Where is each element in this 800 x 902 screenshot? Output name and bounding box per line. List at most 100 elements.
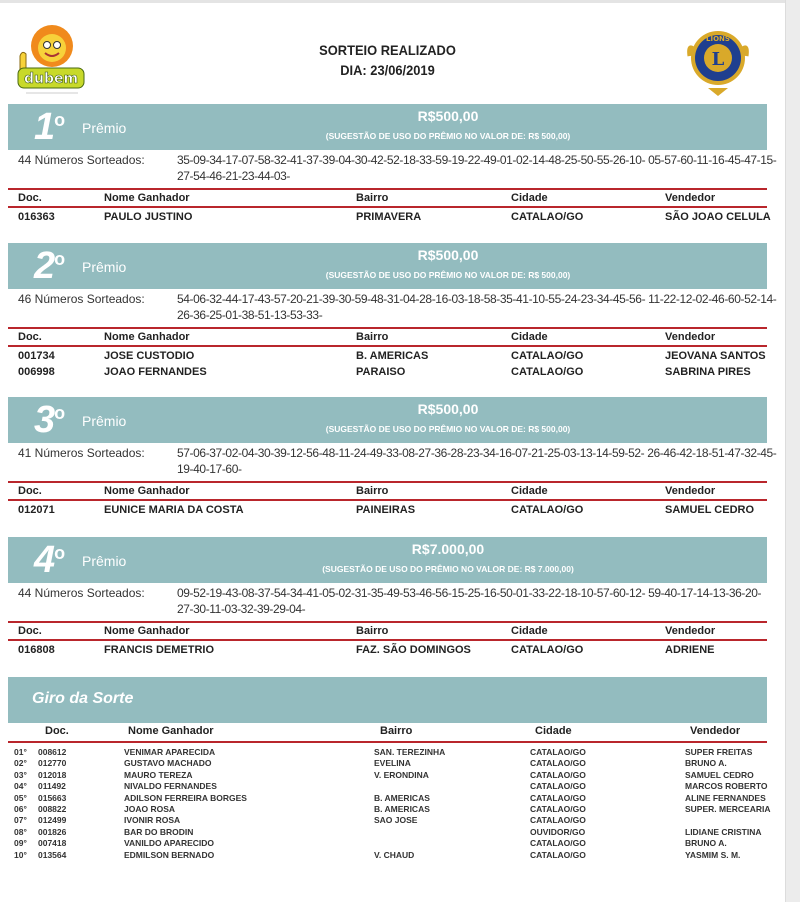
cidade: CATALAO/GO <box>511 366 584 378</box>
rank: 05° <box>14 792 27 803</box>
prize-label: Prêmio <box>82 120 127 136</box>
column-header-cidade: Cidade <box>511 485 548 497</box>
doc: 011492 <box>38 781 66 792</box>
column-header-winner-name: Nome Ganhador <box>104 192 190 204</box>
prize-number: 4 <box>34 539 55 581</box>
vendedor: LIDIANE CRISTINA <box>685 826 762 837</box>
prize-label: Prêmio <box>82 259 127 275</box>
giro-column-header-vendedor: Vendedor <box>690 725 741 737</box>
rank: 01° <box>14 747 27 757</box>
column-header-vendedor: Vendedor <box>665 192 716 204</box>
numbers-drawn-label: 41 Números Sorteados: <box>18 446 145 460</box>
prize-3-banner: 3o Prêmio R$500,00 (SUGESTÃO DE USO DO P… <box>8 397 767 443</box>
rule <box>8 206 767 208</box>
numbers-drawn-label: 44 Números Sorteados: <box>18 586 145 600</box>
numbers-drawn: 35-09-34-17-07-58-32-41-37-39-04-30-42-5… <box>177 153 777 183</box>
cidade: CATALAO/GO <box>511 350 584 362</box>
bairro: B. AMERICAS <box>374 804 430 814</box>
vendedor: BRUNO A. <box>685 838 727 849</box>
rank: 04° <box>14 781 27 792</box>
column-header-doc: Doc. <box>18 192 42 204</box>
column-header-doc: Doc. <box>18 485 42 497</box>
prize-ordinal: 2o <box>34 245 65 288</box>
prize-ordinal: 1o <box>34 106 65 149</box>
column-header-bairro: Bairro <box>356 192 389 204</box>
numbers-drawn: 57-06-37-02-04-30-39-12-56-48-11-24-49-3… <box>177 446 777 476</box>
numbers-drawn: 09-52-19-43-08-37-54-34-41-05-02-31-35-4… <box>177 586 762 616</box>
column-header-vendedor: Vendedor <box>665 485 716 497</box>
prize-amount: R$500,00 <box>417 401 479 417</box>
ordinal-suffix: o <box>54 110 65 130</box>
svg-text:L: L <box>712 49 725 70</box>
numbers-drawn: 54-06-32-44-17-43-57-20-21-39-30-59-48-3… <box>177 292 777 322</box>
cidade: CATALAO/GO <box>530 758 586 769</box>
rank: 02° <box>14 758 27 769</box>
prize-label: Prêmio <box>82 553 127 569</box>
vendedor: SUPER FREITAS <box>685 747 753 757</box>
winner-name: MAURO TEREZA <box>124 769 193 780</box>
giro-column-header-cidade: Cidade <box>535 725 572 737</box>
doc: 016363 <box>18 211 55 223</box>
doc: 001734 <box>18 350 55 362</box>
column-header-doc: Doc. <box>18 331 42 343</box>
column-header-cidade: Cidade <box>511 192 548 204</box>
doc: 012499 <box>38 815 67 826</box>
bairro: EVELINA <box>374 758 411 769</box>
winner-name: GUSTAVO MACHADO <box>124 758 212 769</box>
prize-suggestion: (SUGESTÃO DE USO DO PRÊMIO NO VALOR DE: … <box>325 424 571 434</box>
giro-column-header-bairro: Bairro <box>380 725 413 737</box>
doc: 006998 <box>18 366 55 378</box>
page-right-edge <box>785 0 800 902</box>
prize-ordinal: 4o <box>34 539 65 582</box>
cidade: CATALAO/GO <box>530 815 586 826</box>
cidade: OUVIDOR/GO <box>530 826 586 837</box>
numbers-drawn-label: 44 Números Sorteados: <box>18 153 145 167</box>
cidade: CATALAO/GO <box>530 769 586 780</box>
premio-dubem-logo: dubem <box>12 22 87 97</box>
vendedor: MARCOS ROBERTO <box>685 781 768 792</box>
column-header-bairro: Bairro <box>356 625 389 637</box>
winner-name: BAR DO BRODIN <box>124 826 194 837</box>
column-header-cidade: Cidade <box>511 625 548 637</box>
lions-international-logo: L LIONS <box>686 22 750 98</box>
rule <box>8 327 767 329</box>
column-header-doc: Doc. <box>18 625 42 637</box>
prize-2-banner: 2o Prêmio R$500,00 (SUGESTÃO DE USO DO P… <box>8 243 767 289</box>
winner-name: PAULO JUSTINO <box>104 211 193 223</box>
cidade: CATALAO/GO <box>530 849 586 860</box>
ordinal-suffix: o <box>54 249 65 269</box>
cidade: CATALAO/GO <box>530 838 586 849</box>
prize-number: 2 <box>34 245 55 287</box>
rule <box>8 481 767 483</box>
winner-name: FRANCIS DEMETRIO <box>104 644 214 656</box>
prize-label: Prêmio <box>82 413 127 429</box>
bairro: V. ERONDINA <box>374 769 429 780</box>
cidade: CATALAO/GO <box>511 504 584 516</box>
winner-name: EUNICE MARIA DA COSTA <box>104 504 244 516</box>
prize-number: 3 <box>34 399 55 441</box>
prize-4-banner: 4o Prêmio R$7.000,00 (SUGESTÃO DE USO DO… <box>8 537 767 583</box>
doc: 007418 <box>38 838 67 849</box>
vendedor: SÃO JOAO CELULA <box>665 211 771 223</box>
giro-column-header-doc: Doc. <box>45 725 69 737</box>
bairro: PAINEIRAS <box>356 504 416 516</box>
cidade: CATALAO/GO <box>530 804 586 814</box>
bairro: PARAISO <box>356 366 406 378</box>
vendedor: ALINE FERNANDES <box>685 792 766 803</box>
prize-suggestion: (SUGESTÃO DE USO DO PRÊMIO NO VALOR DE: … <box>325 131 571 141</box>
rank: 08° <box>14 826 27 837</box>
prize-suggestion: (SUGESTÃO DE USO DO PRÊMIO NO VALOR DE: … <box>325 270 571 280</box>
prize-amount: R$7.000,00 <box>411 541 485 557</box>
ordinal-suffix: o <box>54 403 65 423</box>
bairro: B. AMERICAS <box>374 792 430 803</box>
svg-text:LIONS: LIONS <box>706 35 730 43</box>
winner-name: VENIMAR APARECIDA <box>124 747 216 757</box>
winner-name: NIVALDO FERNANDES <box>124 781 217 792</box>
column-header-winner-name: Nome Ganhador <box>104 485 190 497</box>
doc: 012071 <box>18 504 55 516</box>
column-header-vendedor: Vendedor <box>665 625 716 637</box>
rank: 09° <box>14 838 27 849</box>
prize-suggestion: (SUGESTÃO DE USO DO PRÊMIO NO VALOR DE: … <box>322 564 574 574</box>
bairro: B. AMERICAS <box>356 350 429 362</box>
ordinal-suffix: o <box>54 543 65 563</box>
